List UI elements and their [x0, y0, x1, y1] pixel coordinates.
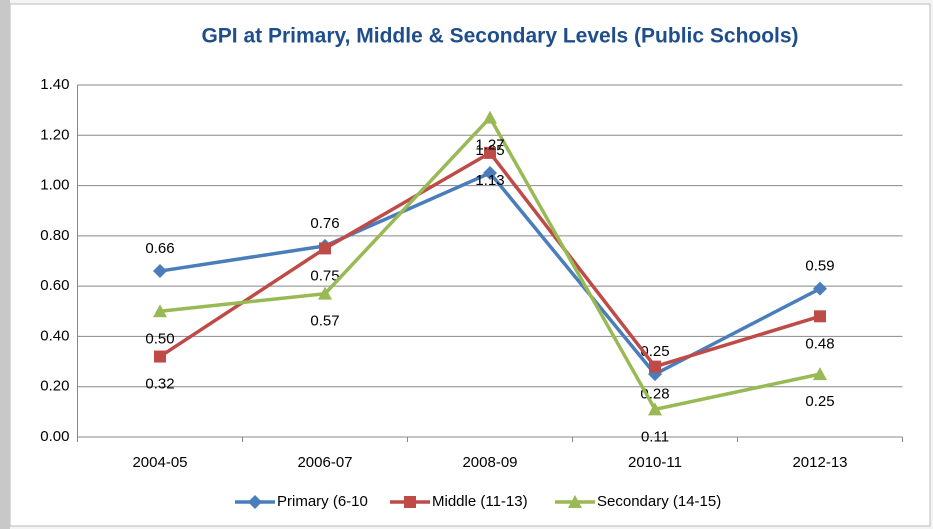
y-tick-label: 0.60: [40, 277, 69, 294]
data-label: 1.13: [475, 172, 504, 189]
x-tick-label: 2006-07: [297, 454, 352, 471]
data-label: 0.57: [310, 313, 339, 330]
data-label: 0.59: [805, 258, 834, 275]
point: [813, 367, 827, 381]
point: [154, 350, 166, 363]
y-tick-label: 0.00: [40, 428, 69, 445]
point: [649, 360, 661, 373]
x-tick-label: 2004-05: [132, 454, 187, 471]
point: [153, 264, 167, 279]
legend-label: Middle (11-13): [432, 493, 528, 510]
point: [484, 146, 496, 159]
point: [319, 242, 331, 255]
data-label: 0.11: [641, 428, 669, 445]
y-tick-label: 0.80: [40, 227, 69, 244]
x-tick-label: 2012-13: [792, 454, 847, 471]
chart-frame: [9, 3, 931, 527]
side-bar: [0, 0, 10, 529]
point: [483, 166, 497, 180]
data-label: 1.27: [475, 137, 504, 154]
legend-label: Primary (6-10: [277, 493, 368, 510]
legend-marker: [404, 496, 416, 508]
data-label: 0.32: [145, 376, 174, 393]
data-label: 0.48: [805, 335, 834, 352]
y-tick-label: 1.00: [40, 177, 69, 194]
x-tick-label: 2008-09: [462, 454, 517, 471]
y-tick-label: 0.40: [40, 327, 69, 344]
y-tick-label: 1.20: [40, 126, 69, 143]
data-label: 0.75: [310, 267, 339, 284]
point: [318, 286, 332, 300]
point: [814, 310, 826, 323]
y-tick-label: 0.20: [40, 378, 69, 395]
legend-label: Secondary (14-15): [597, 493, 721, 510]
data-label: 0.50: [145, 330, 174, 347]
legend-marker: [248, 495, 262, 509]
point: [813, 281, 827, 296]
data-label: 0.76: [310, 215, 339, 232]
point: [153, 304, 167, 318]
point: [648, 402, 662, 416]
legend-marker: [568, 495, 582, 508]
chart-title: GPI at Primary, Middle & Secondary Level…: [201, 25, 798, 48]
data-label: 0.25: [805, 393, 834, 410]
y-tick-label: 1.40: [40, 76, 69, 93]
x-tick-label: 2010-11: [628, 454, 682, 471]
point: [483, 110, 497, 124]
data-label: 0.66: [145, 240, 174, 257]
